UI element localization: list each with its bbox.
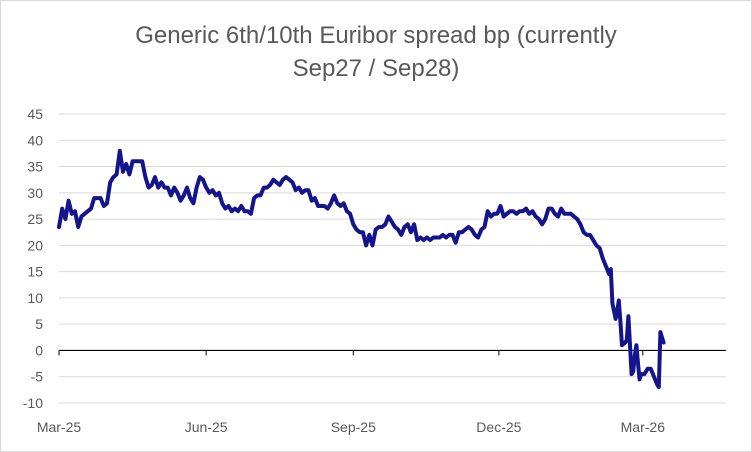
y-tick-label: 25	[27, 211, 43, 227]
y-tick-label: 45	[27, 106, 43, 122]
y-tick-label: 0	[35, 342, 43, 358]
chart-title-line1: Generic 6th/10th Euribor spread bp (curr…	[135, 22, 617, 49]
x-tick-label: Mar-26	[621, 419, 666, 435]
y-tick-label: 5	[35, 316, 43, 332]
y-axis-tick-labels: 45 40 35 30 25 20 15 10 5 0 -5 -10	[23, 106, 43, 411]
y-tick-label: 40	[27, 132, 43, 148]
chart-title: Generic 6th/10th Euribor spread bp (curr…	[61, 19, 691, 85]
y-tick-label: 20	[27, 237, 43, 253]
x-tick-label: Dec-25	[476, 419, 521, 435]
gridlines	[59, 113, 726, 404]
x-tick-label: Sep-25	[331, 419, 376, 435]
x-axis-tick-labels: Mar-25 Jun-25 Sep-25 Dec-25 Mar-26	[37, 350, 665, 435]
y-tick-label: -5	[31, 369, 44, 385]
chart-title-line2: Sep27 / Sep28)	[292, 55, 460, 82]
series-group	[57, 148, 666, 390]
y-tick-label: 15	[27, 264, 43, 280]
y-tick-label: 10	[27, 290, 43, 306]
y-tick-label: 35	[27, 159, 43, 175]
x-tick-label: Jun-25	[185, 419, 228, 435]
series-line	[57, 148, 666, 390]
y-tick-label: 30	[27, 185, 43, 201]
y-tick-label: -10	[23, 395, 43, 411]
x-tick-label: Mar-25	[37, 419, 82, 435]
